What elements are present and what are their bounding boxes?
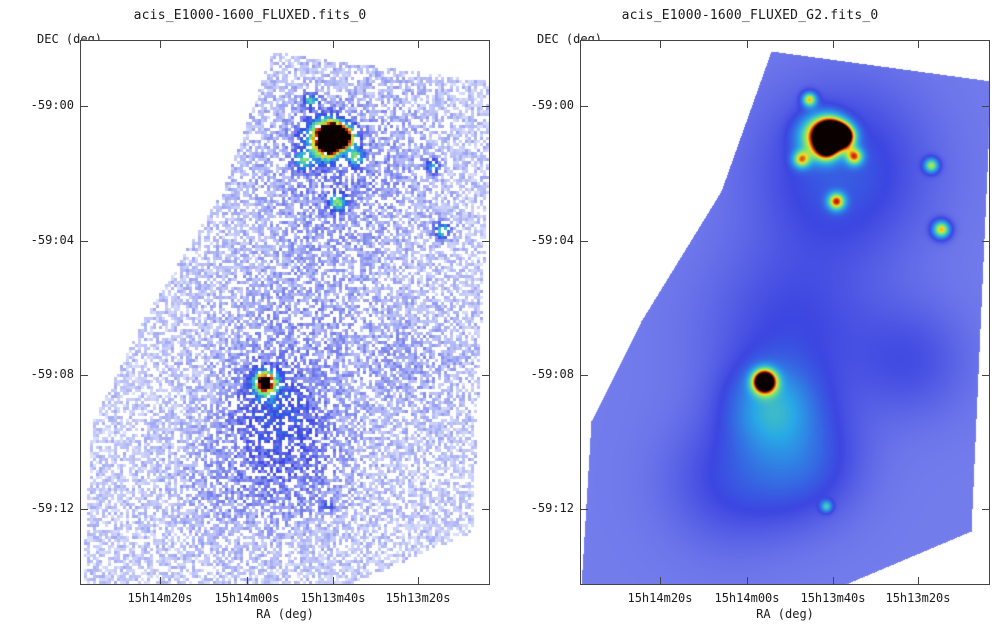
x-tick-mark <box>747 40 748 48</box>
panel-left: acis_E1000-1600_FLUXED.fits_0 DEC (deg) … <box>30 8 490 621</box>
y-tick-mark <box>80 509 88 510</box>
y-tick-mark <box>580 241 588 242</box>
x-tick-label: 15h14m20s <box>627 591 693 605</box>
x-tick-mark <box>833 577 834 585</box>
xray-image-smoothed[interactable] <box>581 41 989 584</box>
x-tick-label: 15h13m20s <box>385 591 451 605</box>
panel-title: acis_E1000-1600_FLUXED.fits_0 <box>133 8 367 23</box>
y-tick-mark <box>482 241 490 242</box>
x-tick-label: 15h14m00s <box>714 591 780 605</box>
x-tick-mark <box>418 40 419 48</box>
y-tick-label: -59:12 <box>530 501 574 515</box>
x-tick-mark <box>918 577 919 585</box>
y-tick-mark <box>982 509 990 510</box>
x-tick-mark <box>660 40 661 48</box>
y-tick-mark <box>80 106 88 107</box>
y-tick-mark <box>982 375 990 376</box>
y-tick-mark <box>580 509 588 510</box>
x-tick-mark <box>747 577 748 585</box>
image-frame[interactable] <box>580 40 990 585</box>
image-frame[interactable] <box>80 40 490 585</box>
y-tick-mark <box>482 509 490 510</box>
y-tick-mark <box>80 375 88 376</box>
y-tick-label: -59:00 <box>30 98 74 112</box>
y-tick-label: -59:04 <box>30 233 74 247</box>
x-tick-mark <box>833 40 834 48</box>
y-tick-mark <box>80 241 88 242</box>
x-tick-mark <box>160 40 161 48</box>
y-tick-mark <box>580 375 588 376</box>
y-tick-mark <box>482 106 490 107</box>
y-tick-mark <box>482 375 490 376</box>
x-tick-mark <box>247 40 248 48</box>
y-tick-label: -59:08 <box>530 367 574 381</box>
x-tick-mark <box>160 577 161 585</box>
x-tick-mark <box>333 577 334 585</box>
y-tick-label: -59:00 <box>530 98 574 112</box>
x-tick-mark <box>418 577 419 585</box>
x-tick-label: 15h14m20s <box>127 591 193 605</box>
y-tick-mark <box>982 241 990 242</box>
x-tick-label: 15h13m40s <box>800 591 866 605</box>
x-axis-label: RA (deg) <box>756 607 814 621</box>
y-tick-mark <box>580 106 588 107</box>
panel-title: acis_E1000-1600_FLUXED_G2.fits_0 <box>621 8 879 23</box>
x-tick-mark <box>247 577 248 585</box>
y-tick-label: -59:08 <box>30 367 74 381</box>
x-tick-label: 15h13m20s <box>885 591 951 605</box>
x-tick-mark <box>918 40 919 48</box>
x-tick-mark <box>660 577 661 585</box>
y-tick-label: -59:04 <box>530 233 574 247</box>
x-tick-mark <box>333 40 334 48</box>
y-tick-mark <box>982 106 990 107</box>
x-axis-label: RA (deg) <box>256 607 314 621</box>
y-tick-label: -59:12 <box>30 501 74 515</box>
panel-right: acis_E1000-1600_FLUXED_G2.fits_0 DEC (de… <box>500 0 1000 629</box>
xray-image-raw[interactable] <box>81 41 489 584</box>
x-tick-label: 15h13m40s <box>300 591 366 605</box>
x-tick-label: 15h14m00s <box>214 591 280 605</box>
